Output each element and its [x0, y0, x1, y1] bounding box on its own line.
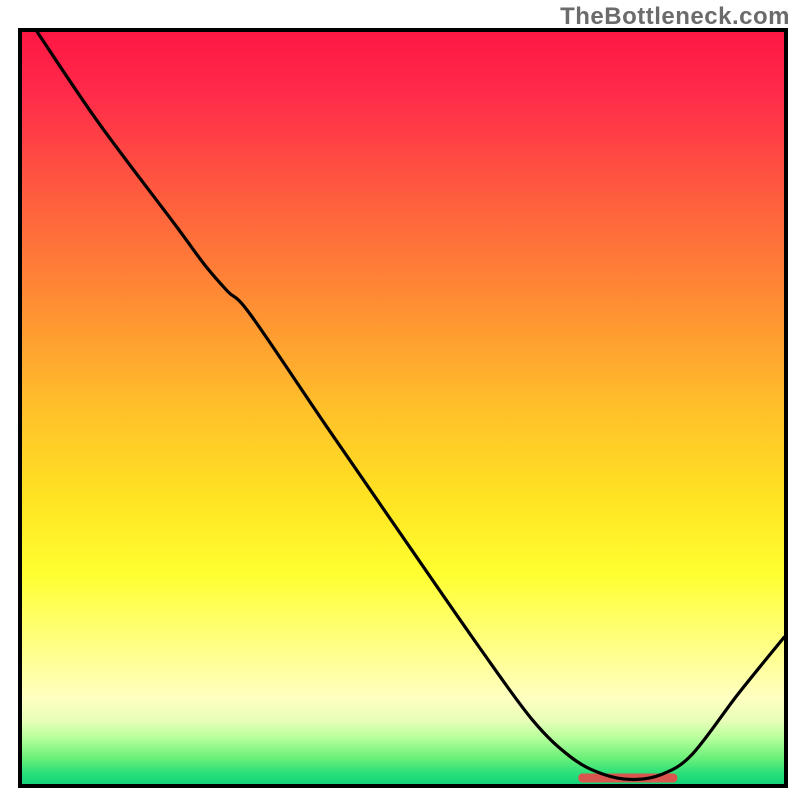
gradient-fill	[22, 32, 784, 784]
plot-area	[18, 28, 788, 788]
watermark-text: TheBottleneck.com	[560, 3, 790, 31]
plot-svg	[18, 28, 788, 788]
stage: TheBottleneck.com	[0, 0, 800, 800]
